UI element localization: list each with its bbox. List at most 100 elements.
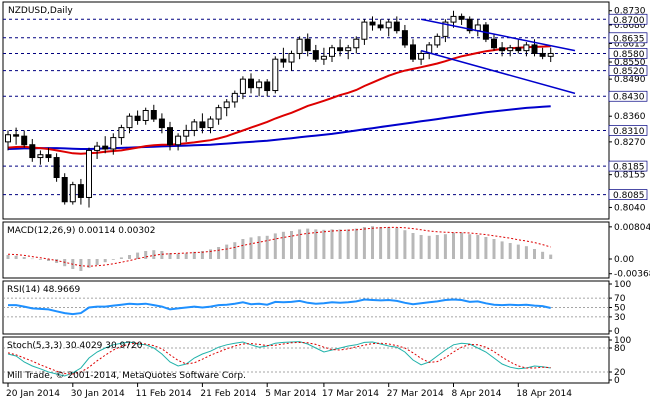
candle-body — [175, 135, 182, 146]
candle-body — [280, 58, 287, 63]
candle-body — [304, 38, 311, 52]
candle-body — [329, 47, 335, 57]
level-label-box — [608, 65, 648, 76]
candle-body — [531, 44, 538, 54]
candle-body — [150, 110, 157, 120]
horizontal-levels — [3, 18, 609, 196]
candle-body — [53, 157, 60, 179]
stoch-label: Stoch(5,3,3) 30.4029 30.9720 — [7, 341, 143, 351]
price-pane[interactable] — [2, 1, 610, 220]
macd-bar — [257, 236, 261, 259]
macd-bar — [290, 231, 293, 259]
candle-body — [296, 38, 303, 54]
macd-bar — [411, 233, 415, 259]
candle-body — [77, 184, 84, 198]
level-label-box — [608, 160, 648, 172]
candle-body — [312, 50, 319, 60]
candle-body — [264, 81, 271, 92]
macd-bar — [298, 229, 302, 259]
macd-bar — [79, 259, 83, 271]
time-tick-label: 18 Apr 2014 — [516, 389, 572, 399]
candle-body — [5, 134, 11, 143]
macd-bar — [419, 235, 423, 259]
candle-body — [491, 38, 497, 49]
candle-body — [515, 47, 522, 52]
price-tick-label: 0.8490 — [614, 75, 646, 85]
price-tick-label: 0.8730 — [614, 7, 646, 17]
rsi-indicator — [3, 297, 609, 318]
candle-body — [507, 47, 514, 52]
candle-body — [13, 134, 20, 137]
candle-body — [142, 110, 149, 121]
macd-bar — [200, 251, 204, 259]
stochastic-indicator — [3, 341, 609, 377]
macd-bar — [176, 253, 180, 259]
candle-body — [345, 47, 352, 52]
macd-bar — [38, 259, 42, 260]
candle-body — [37, 154, 44, 159]
candle-body — [191, 121, 198, 131]
level-label-box — [608, 32, 648, 44]
level-price-labels: 0.8700 0.8635 0.8580 0.8520 0.8430 0.8310 0.81… — [608, 13, 648, 201]
candle-body — [102, 145, 109, 150]
macd-bar — [322, 229, 326, 259]
macd-tick-label: 0.00804 — [614, 223, 650, 233]
rsi-tick-label: 70 — [614, 294, 626, 304]
time-tick-label: 20 Jan 2014 — [6, 389, 60, 399]
level-label-box — [608, 48, 648, 59]
macd-bar — [306, 228, 310, 259]
level-label: 0.8580 — [613, 50, 645, 60]
macd-bar — [111, 259, 115, 260]
candle-body — [118, 127, 125, 139]
macd-bar — [192, 251, 196, 259]
candle-body — [110, 137, 117, 150]
macd-bar — [468, 234, 472, 259]
level-label: 0.8310 — [613, 127, 645, 137]
price-tick-label: 0.8155 — [614, 171, 646, 181]
time-tick-label: 11 Feb 2014 — [136, 389, 192, 399]
price-tick-label: 0.8270 — [614, 138, 646, 148]
level-label: 0.8520 — [613, 67, 645, 77]
macd-bar — [435, 235, 439, 259]
candle-body — [167, 127, 173, 146]
candle-body — [458, 15, 465, 20]
macd-bar — [476, 235, 480, 259]
time-tick-label: 8 Apr 2014 — [452, 389, 502, 399]
macd-bar — [152, 250, 156, 259]
candle-body — [207, 118, 214, 129]
time-tick-label: 5 Mar 2014 — [265, 389, 317, 399]
macd-bar — [492, 239, 496, 259]
macd-bar — [160, 251, 164, 259]
candle-body — [361, 21, 368, 40]
candle-body — [539, 52, 546, 57]
candle-body — [385, 21, 392, 29]
macd-bar — [500, 241, 504, 259]
macd-bar — [233, 242, 237, 259]
stoch-pane[interactable] — [2, 336, 610, 384]
chart-title: NZDUSD,Daily — [8, 6, 73, 16]
candle-body — [223, 101, 230, 109]
candle-body — [21, 135, 28, 146]
candle-body — [410, 44, 416, 60]
level-label-box — [608, 125, 648, 136]
macd-bar — [119, 257, 123, 259]
level-label: 0.8430 — [613, 93, 645, 103]
macd-bar — [362, 227, 366, 259]
rsi-label: RSI(14) 48.9669 — [7, 285, 80, 295]
macd-pane[interactable] — [2, 221, 610, 279]
candle-body — [231, 92, 238, 103]
candle-body — [337, 47, 344, 52]
macd-indicator — [6, 226, 553, 271]
candle-body — [418, 52, 425, 60]
time-tick-label: 17 Mar 2014 — [322, 389, 379, 399]
macd-bar — [136, 252, 140, 259]
trend-channel[interactable] — [420, 18, 576, 95]
macd-bar — [354, 228, 358, 259]
rsi-tick-label: 30 — [614, 313, 626, 323]
macd-bar — [516, 244, 520, 259]
macd-bar — [22, 257, 26, 259]
candle-body — [523, 44, 530, 52]
macd-bar — [47, 259, 50, 261]
